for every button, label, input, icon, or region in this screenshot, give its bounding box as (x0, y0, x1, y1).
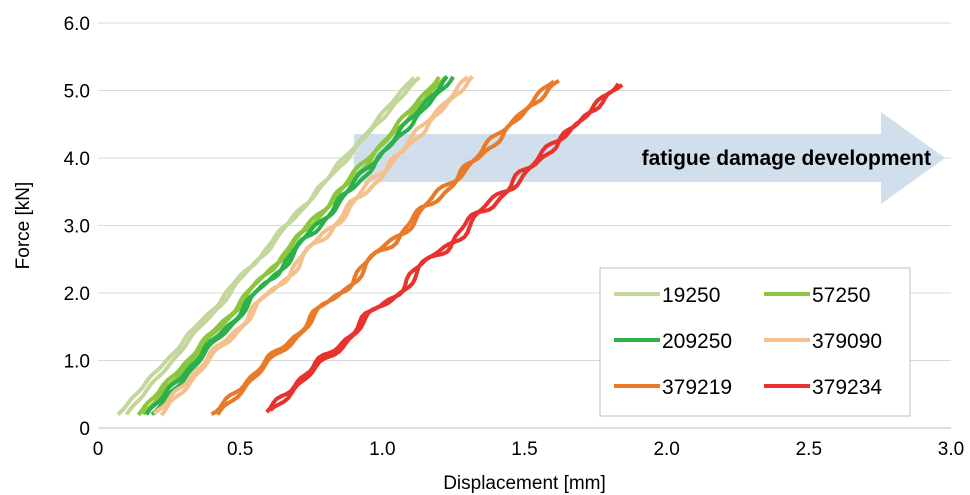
y-tick-label: 1.0 (64, 352, 90, 373)
y-tick-label: 0 (79, 419, 90, 440)
x-tick-label: 3.0 (938, 439, 964, 460)
tick-labels: 0 0.5 1.0 1.5 2.0 2.5 3.0 0 1.0 2.0 3.0 4.0 5.0 6.0 (64, 14, 965, 460)
y-tick-label: 2.0 (64, 284, 90, 305)
legend: 19250 57250 209250 379090 379219 379234 (599, 267, 911, 417)
series-379234 (265, 82, 624, 414)
x-tick-label: 0.5 (227, 439, 253, 460)
series-379090 (152, 74, 475, 417)
series-layer (116, 74, 624, 417)
legend-label-379234: 379234 (812, 376, 882, 399)
annotation-text: fatigue damage development (642, 147, 931, 170)
series-379090-unloading-line (159, 75, 469, 417)
series-379234-loading-line (265, 83, 624, 414)
legend-label-209250: 209250 (662, 330, 732, 353)
legend-label-57250: 57250 (812, 284, 870, 307)
y-tick-label: 6.0 (64, 14, 90, 35)
series-379219-unloading-line (215, 79, 556, 416)
x-tick-label: 1.5 (511, 439, 537, 460)
legend-label-379219: 379219 (662, 376, 732, 399)
x-tick-label: 2.0 (653, 439, 679, 460)
x-tick-label: 0 (93, 439, 104, 460)
series-209250 (144, 75, 455, 416)
series-19250-loading-line (116, 75, 421, 416)
x-axis-label: Displacement [mm] (443, 473, 606, 494)
legend-label-19250: 19250 (662, 284, 720, 307)
y-tick-label: 5.0 (64, 82, 90, 103)
series-209250-unloading-line (150, 75, 449, 416)
x-tick-label: 2.5 (796, 439, 822, 460)
y-tick-label: 4.0 (64, 149, 90, 170)
series-19250-unloading-line (124, 76, 416, 416)
series-57250-unloading-line (141, 75, 441, 416)
series-379234-unloading-line (269, 82, 620, 412)
series-19250 (116, 75, 421, 416)
legend-label-379090: 379090 (812, 330, 882, 353)
series-379219-loading-line (210, 79, 560, 417)
series-379219 (210, 79, 560, 417)
x-tick-label: 1.0 (369, 439, 395, 460)
y-axis-label: Force [kN] (13, 182, 34, 270)
y-tick-label: 3.0 (64, 217, 90, 238)
series-57250 (136, 75, 447, 417)
